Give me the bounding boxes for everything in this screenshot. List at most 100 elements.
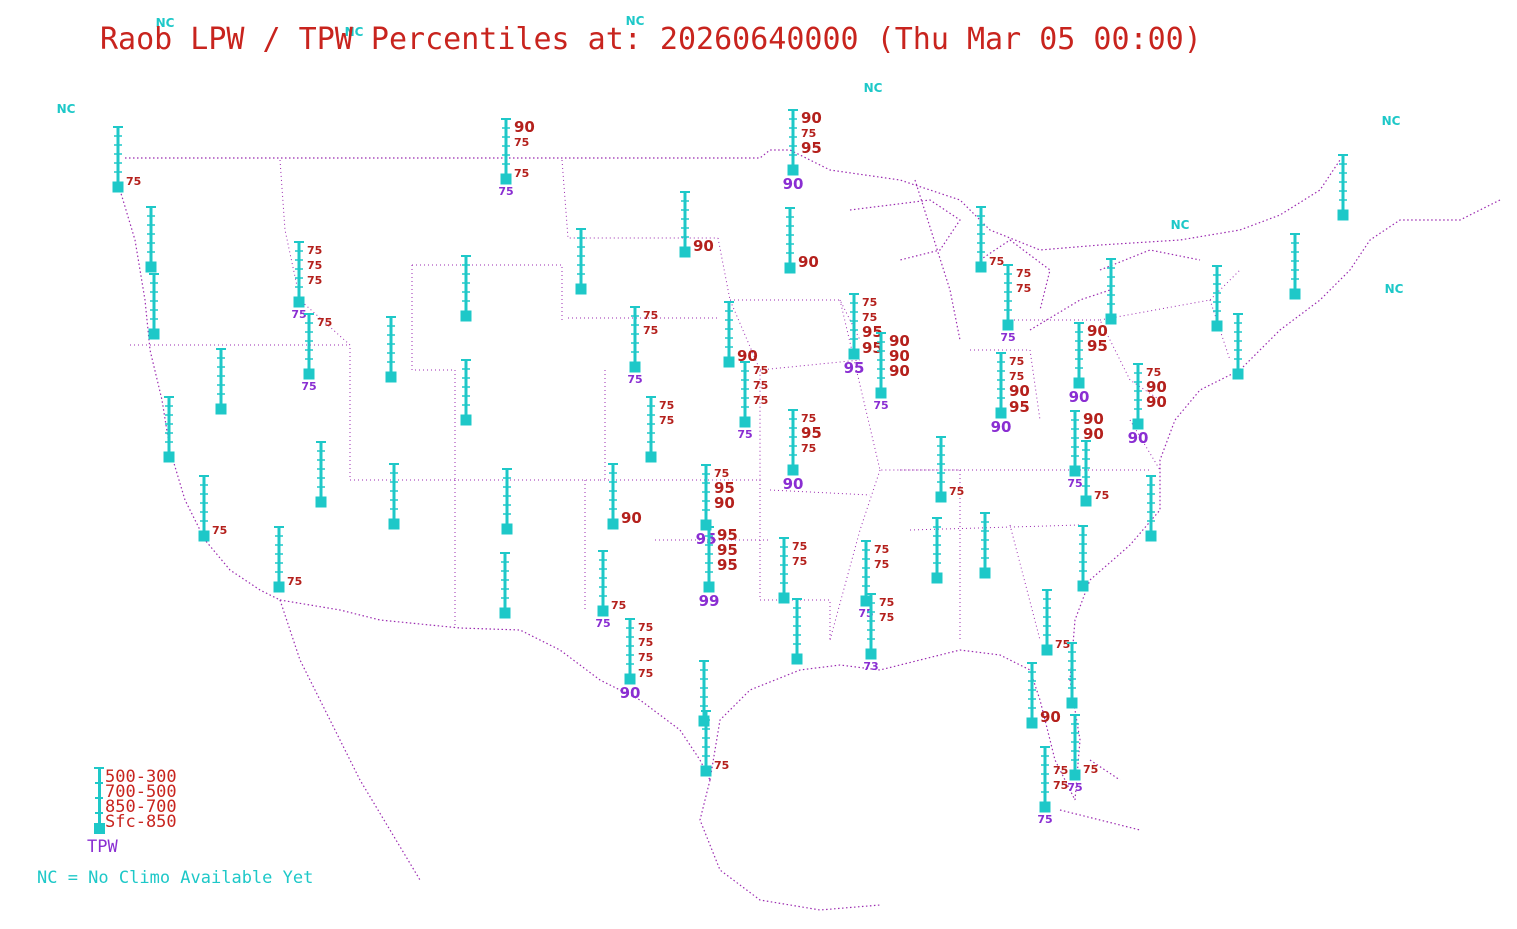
- station-pole: [504, 119, 508, 179]
- station-level-label: 75: [126, 175, 141, 188]
- station: [148, 273, 160, 340]
- nc-label: NC: [1382, 114, 1401, 128]
- station-marker: [1069, 465, 1081, 477]
- station-level-label: 75: [212, 524, 227, 537]
- east-coast: [1069, 199, 1501, 801]
- station: [979, 512, 991, 579]
- station-level-label: 75: [1146, 366, 1161, 379]
- station: 75 75 73: [863, 593, 894, 673]
- station-level-label: 95: [1009, 398, 1030, 416]
- station-level-label: 75: [514, 167, 529, 180]
- station-level-label: 75: [753, 379, 768, 392]
- station-pole: [1030, 663, 1034, 723]
- station-level-label: 75: [792, 540, 807, 553]
- nc-label: NC: [1385, 282, 1404, 296]
- station-level-label: 90: [1009, 382, 1030, 400]
- station-marker: [198, 530, 210, 542]
- station-pole: [503, 553, 507, 613]
- station-pole: [1070, 643, 1074, 703]
- station-tpw-label: 75: [595, 617, 610, 630]
- station-tpw-label: 90: [1069, 388, 1090, 406]
- station-marker: [848, 348, 860, 360]
- station-pole: [879, 333, 883, 393]
- us-canada-border: [125, 149, 1341, 251]
- station-level-label: 75: [1055, 638, 1070, 651]
- nc-label: NC: [345, 25, 364, 39]
- station-marker: [460, 310, 472, 322]
- station-level-label: 95: [717, 556, 738, 574]
- station-level-label: 95: [714, 479, 735, 497]
- station-pole: [935, 518, 939, 578]
- station-marker: [875, 387, 887, 399]
- nc-label: NC: [864, 81, 883, 95]
- station: [499, 552, 511, 619]
- station-marker: [388, 518, 400, 530]
- station-level-label: 90: [889, 347, 910, 365]
- station: [388, 463, 400, 530]
- station-marker: [979, 567, 991, 579]
- station-level-label: 95: [862, 339, 883, 357]
- station-marker: [163, 451, 175, 463]
- station-pole: [869, 594, 873, 654]
- station-marker: [787, 164, 799, 176]
- station-level-label: 90: [1146, 378, 1167, 396]
- state-lines-central: [600, 237, 960, 641]
- station-pole: [149, 207, 153, 267]
- state-lines-east: [900, 269, 1241, 641]
- station-pole: [1293, 234, 1297, 294]
- station-pole: [319, 442, 323, 502]
- legend-level-4: Sfc-850: [105, 812, 177, 832]
- station: [1145, 475, 1157, 542]
- station: 75 75 75 75: [737, 361, 768, 441]
- station-marker: [1069, 769, 1081, 781]
- station-tpw-label: 90: [1128, 429, 1149, 447]
- station-pole: [1081, 526, 1085, 586]
- station-level-label: 75: [1053, 779, 1068, 792]
- station-marker: [499, 607, 511, 619]
- station-marker: [500, 173, 512, 185]
- station-level-label: 90: [714, 494, 735, 512]
- station: 90: [784, 207, 819, 274]
- station-level-label: 75: [638, 621, 653, 634]
- station-pole: [1341, 155, 1345, 215]
- station-level-label: 90: [693, 237, 714, 255]
- station-tpw-label: 75: [1037, 813, 1052, 826]
- station-marker: [273, 581, 285, 593]
- legend-level-2: 700-500: [105, 782, 177, 802]
- station-marker: [145, 261, 157, 273]
- station-pole: [628, 619, 632, 679]
- station-pole: [464, 256, 468, 316]
- station-pole: [1006, 265, 1010, 325]
- station-pole: [743, 362, 747, 422]
- station-marker: [700, 765, 712, 777]
- station: 75: [975, 206, 1004, 273]
- station-level-label: 90: [801, 109, 822, 127]
- legend-tpw: TPW: [87, 837, 118, 857]
- station-pole: [464, 360, 468, 420]
- station: 90: [1026, 662, 1061, 729]
- station-marker: [1041, 644, 1053, 656]
- station-pole: [649, 397, 653, 457]
- station-pole: [1045, 590, 1049, 650]
- station-level-label: 75: [1009, 355, 1024, 368]
- station-level-label: 75: [1083, 763, 1098, 776]
- station-marker: [629, 361, 641, 373]
- station-level-label: 90: [1087, 322, 1108, 340]
- station: 75: [112, 126, 141, 193]
- station-pole: [782, 538, 786, 598]
- station: [1066, 642, 1078, 709]
- station-level-label: 90: [889, 362, 910, 380]
- station-markers: 7575757575757575759075757575757575759075…: [112, 109, 1349, 826]
- station-tpw-label: 73: [863, 660, 878, 673]
- station-level-label: 75: [753, 394, 768, 407]
- station-pole: [1077, 323, 1081, 383]
- station-level-label: 75: [879, 611, 894, 624]
- station: [575, 228, 587, 295]
- station-level-label: 75: [317, 316, 332, 329]
